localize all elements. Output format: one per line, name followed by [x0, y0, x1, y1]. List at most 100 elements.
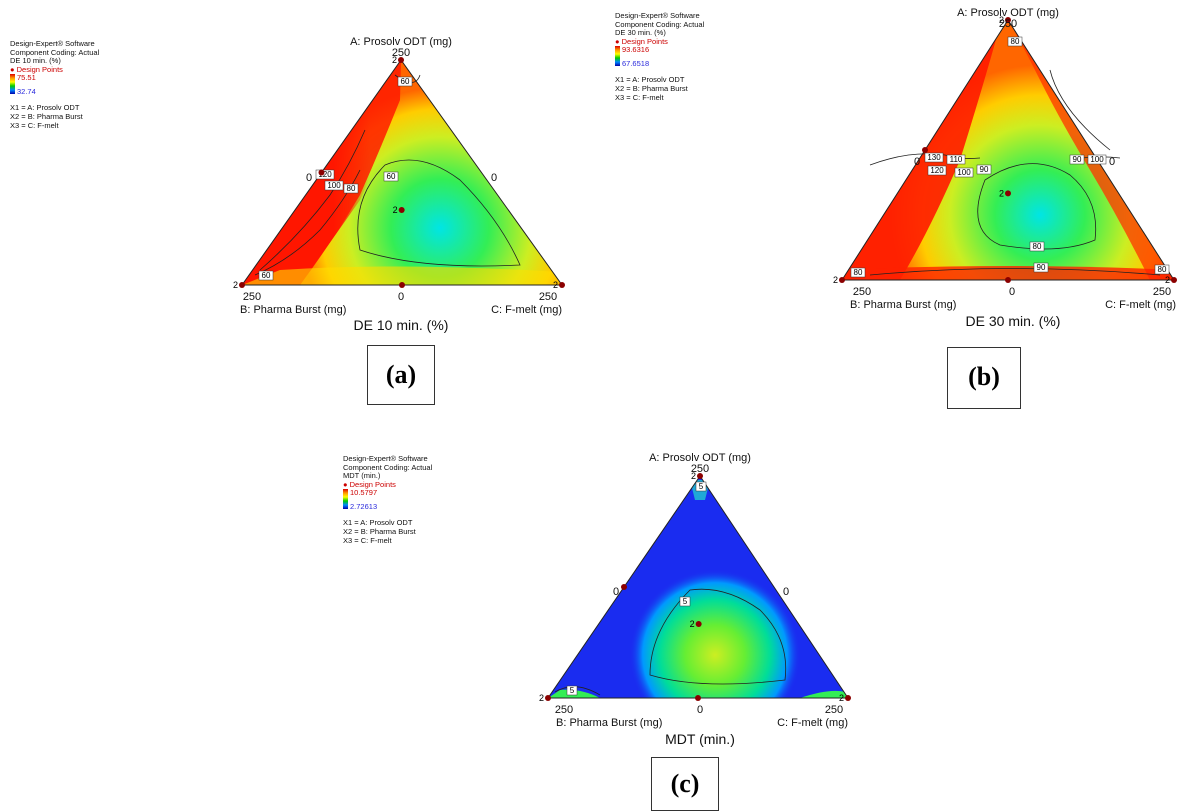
contour-label: 120 [927, 165, 947, 176]
svg-text:80: 80 [854, 268, 863, 277]
coding-label: Component Coding: Actual [10, 47, 100, 57]
response-label: DE 30 min. (%) [615, 28, 666, 38]
color-scale: 75.51 32.74 [10, 74, 99, 98]
contour-label: 100 [324, 180, 344, 191]
replicate-count: 2 [393, 205, 398, 215]
left-axis-label: B: Pharma Burst (mg) [850, 299, 956, 311]
svg-text:90: 90 [980, 165, 989, 174]
x2-label: X2 = B: Pharma Burst [615, 83, 688, 93]
design-point [399, 282, 405, 288]
replicate-count: 2 [553, 280, 558, 290]
chart-title: DE 30 min. (%) [966, 313, 1061, 329]
contour-label: 110 [946, 154, 966, 165]
info-box-a: Design-Expert® Software Component Coding… [10, 39, 100, 130]
heatmap-c [548, 476, 848, 698]
color-scale: 10.5797 2.72613 [343, 489, 432, 513]
right-axis-label: C: F-melt (mg) [491, 304, 562, 316]
design-point-dot-icon: ● [10, 64, 15, 74]
coding-label: Component Coding: Actual [343, 462, 433, 472]
x3-label: X3 = C: F-melt [343, 535, 392, 545]
svg-text:5: 5 [683, 597, 688, 606]
response-label: MDT (min.) [343, 471, 381, 481]
mid-zero: 0 [697, 704, 703, 716]
heatmap-a [242, 60, 562, 285]
apex-value: 250 [392, 47, 410, 59]
x2-label: X2 = B: Pharma Burst [343, 526, 416, 536]
svg-text:100: 100 [1090, 155, 1104, 164]
contour-label: 100 [954, 167, 974, 178]
contour-label: 80 [1029, 241, 1045, 252]
gradient-bar [343, 489, 348, 510]
design-point [398, 57, 404, 63]
left-zero: 0 [306, 172, 312, 184]
contour-labels-a: 60 120 100 80 60 60 [258, 76, 413, 281]
left-value: 250 [853, 286, 871, 298]
x3-label: X3 = C: F-melt [10, 120, 59, 130]
apex-label: A: Prosolv ODT (mg) [350, 36, 452, 48]
svg-text:80: 80 [1033, 242, 1042, 251]
left-zero: 0 [613, 586, 619, 598]
contour-label: 90 [1033, 262, 1049, 273]
design-point [922, 147, 928, 153]
replicate-count: 2 [539, 693, 544, 703]
design-point [398, 207, 405, 213]
x1-label: X1 = A: Prosolv ODT [343, 518, 413, 528]
replicate-count: 2 [999, 188, 1004, 198]
coding-label: Component Coding: Actual [615, 19, 705, 29]
scale-low: 67.6518 [622, 59, 650, 69]
svg-text:100: 100 [957, 168, 971, 177]
replicate-count: 2 [392, 55, 397, 65]
design-point [695, 621, 702, 627]
info-box-c: Design-Expert® Software Component Coding… [343, 454, 433, 545]
apex-value: 250 [691, 463, 709, 475]
contour-label: 130 [924, 152, 944, 163]
gradient-bar [10, 74, 15, 95]
svg-text:60: 60 [262, 271, 271, 280]
svg-text:80: 80 [347, 184, 356, 193]
design-point [845, 695, 851, 701]
svg-text:80: 80 [1011, 37, 1020, 46]
chart-title: MDT (min.) [665, 731, 735, 747]
design-points-label: Design Points [16, 64, 63, 74]
gradient-bar [615, 46, 620, 67]
software-label: Design-Expert® Software [343, 454, 428, 463]
right-zero: 0 [491, 172, 497, 184]
svg-text:5: 5 [699, 482, 704, 491]
design-points-label: Design Points [349, 479, 396, 489]
contour-label: 5 [679, 596, 691, 607]
contour-label: 80 [850, 267, 866, 278]
mid-zero: 0 [1009, 286, 1015, 298]
contours-b [869, 69, 1161, 276]
heatmap-b [842, 20, 1174, 280]
response-label: DE 10 min. (%) [10, 56, 61, 66]
scale-high: 75.51 [17, 73, 36, 83]
apex-label: A: Prosolv ODT (mg) [957, 7, 1059, 19]
svg-text:90: 90 [1073, 155, 1082, 164]
contour-label: 120 [315, 169, 335, 180]
replicate-count: 2 [839, 693, 844, 703]
contour-label: 60 [383, 171, 399, 182]
scale-low: 32.74 [17, 87, 36, 97]
info-box-b: Design-Expert® Software Component Coding… [615, 11, 705, 102]
panel-label-b: (b) [947, 347, 1021, 409]
contour-label: 80 [343, 183, 359, 194]
svg-text:120: 120 [318, 170, 332, 179]
svg-text:130: 130 [927, 153, 941, 162]
contour-label: 5 [566, 685, 578, 696]
contour-label: 90 [976, 164, 992, 175]
contour-label: 80 [1007, 36, 1023, 47]
svg-text:90: 90 [1037, 263, 1046, 272]
right-value: 250 [1153, 286, 1171, 298]
scale-high: 10.5797 [350, 488, 378, 498]
left-value: 250 [555, 704, 573, 716]
contour-labels-c: 5 5 5 [566, 481, 707, 696]
svg-text:120: 120 [930, 166, 944, 175]
contour-label: 100 [1087, 154, 1107, 165]
design-point [1005, 190, 1011, 197]
design-point [697, 473, 703, 479]
design-point [695, 695, 701, 701]
right-axis-label: C: F-melt (mg) [777, 717, 848, 729]
design-point [1005, 17, 1011, 23]
replicate-count: 2 [999, 15, 1004, 25]
